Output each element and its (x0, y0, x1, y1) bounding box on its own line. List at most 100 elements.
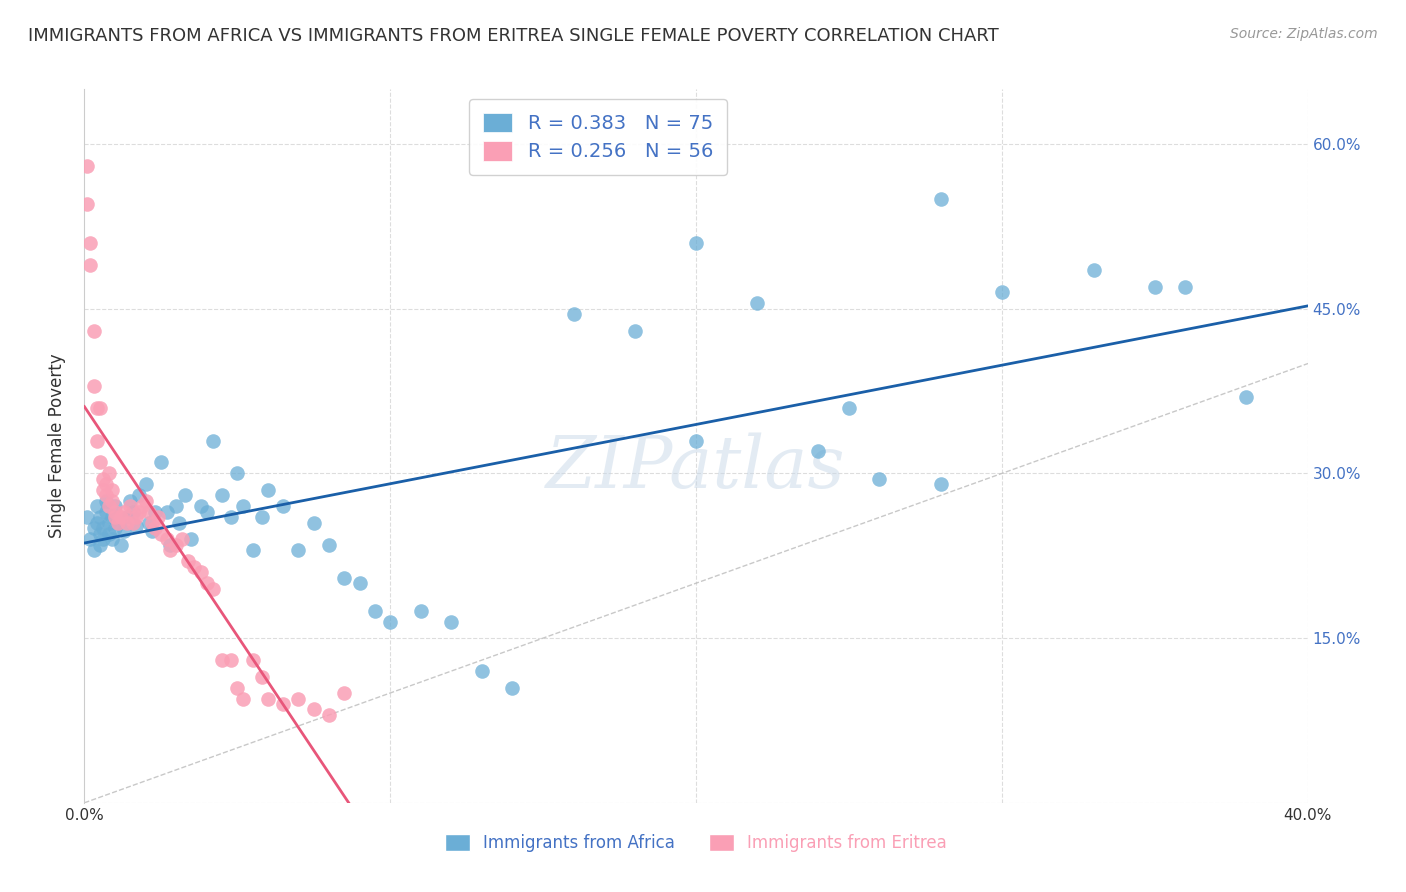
Point (190, 500, 212, 514)
Point (125, 519, 148, 533)
Point (991, 285, 1014, 300)
Point (149, 455, 172, 469)
Point (138, 516, 160, 530)
Point (287, 543, 309, 558)
Point (101, 533, 124, 547)
Point (364, 604, 387, 618)
Point (97, 516, 120, 530)
Point (242, 653, 264, 667)
Point (89, 401, 111, 415)
Point (94, 477, 117, 491)
Point (159, 538, 181, 552)
Point (502, 681, 524, 695)
Point (201, 434, 224, 448)
Point (250, 510, 273, 524)
Point (115, 510, 138, 524)
Point (257, 483, 280, 497)
Point (1143, 280, 1166, 294)
Point (143, 521, 166, 535)
Point (128, 505, 150, 519)
Point (110, 510, 132, 524)
Point (685, 434, 707, 448)
Point (409, 604, 432, 618)
Point (97, 467, 120, 481)
Point (929, 477, 952, 491)
Point (89, 455, 111, 469)
Point (172, 533, 194, 547)
Point (141, 524, 163, 538)
Point (143, 505, 166, 519)
Point (89, 510, 111, 524)
Point (201, 582, 224, 596)
Point (83, 378, 105, 392)
Point (125, 510, 148, 524)
Point (76, 159, 98, 173)
Point (250, 669, 273, 683)
Legend: Immigrants from Africa, Immigrants from Eritrea: Immigrants from Africa, Immigrants from … (439, 827, 953, 859)
Point (219, 653, 242, 667)
Point (97, 500, 120, 514)
Point (149, 526, 172, 541)
Point (318, 538, 340, 552)
Point (101, 483, 124, 497)
Point (107, 516, 129, 530)
Point (180, 533, 202, 547)
Point (226, 467, 249, 481)
Point (91, 483, 114, 497)
Point (219, 510, 242, 524)
Text: IMMIGRANTS FROM AFRICA VS IMMIGRANTS FROM ERITREA SINGLE FEMALE POVERTY CORRELAT: IMMIGRANTS FROM AFRICA VS IMMIGRANTS FRO… (28, 27, 998, 45)
Point (110, 538, 132, 552)
Point (165, 538, 187, 552)
Point (156, 533, 179, 547)
Point (128, 488, 150, 502)
Point (94, 505, 117, 519)
Point (86, 401, 108, 415)
Point (86, 434, 108, 448)
Point (86, 500, 108, 514)
Point (159, 543, 181, 558)
Text: ZIPatlas: ZIPatlas (546, 432, 846, 503)
Point (624, 324, 647, 338)
Point (101, 510, 124, 524)
Point (107, 516, 129, 530)
Point (929, 192, 952, 206)
Point (174, 488, 197, 502)
Point (190, 566, 212, 580)
Point (112, 524, 135, 538)
Point (318, 708, 340, 723)
Point (1174, 280, 1197, 294)
Point (104, 510, 127, 524)
Point (101, 494, 124, 508)
Point (1083, 263, 1105, 277)
Point (104, 521, 127, 535)
Point (83, 543, 105, 558)
Point (440, 615, 463, 629)
Point (838, 401, 860, 415)
Point (257, 691, 280, 706)
Point (167, 516, 190, 530)
Point (76, 197, 98, 211)
Point (685, 235, 707, 250)
Point (120, 500, 142, 514)
Point (562, 307, 585, 321)
Point (195, 576, 218, 591)
Point (97, 526, 120, 541)
Point (76, 510, 98, 524)
Point (89, 538, 111, 552)
Point (1236, 390, 1258, 404)
Point (79, 258, 101, 272)
Point (122, 516, 145, 530)
Point (104, 500, 127, 514)
Point (349, 576, 371, 591)
Point (380, 615, 402, 629)
Point (333, 571, 356, 585)
Point (115, 516, 138, 530)
Point (271, 500, 294, 514)
Point (807, 444, 830, 458)
Point (112, 505, 135, 519)
Point (91, 472, 114, 486)
Point (156, 505, 179, 519)
Point (177, 554, 200, 568)
Point (232, 691, 254, 706)
Point (271, 697, 294, 711)
